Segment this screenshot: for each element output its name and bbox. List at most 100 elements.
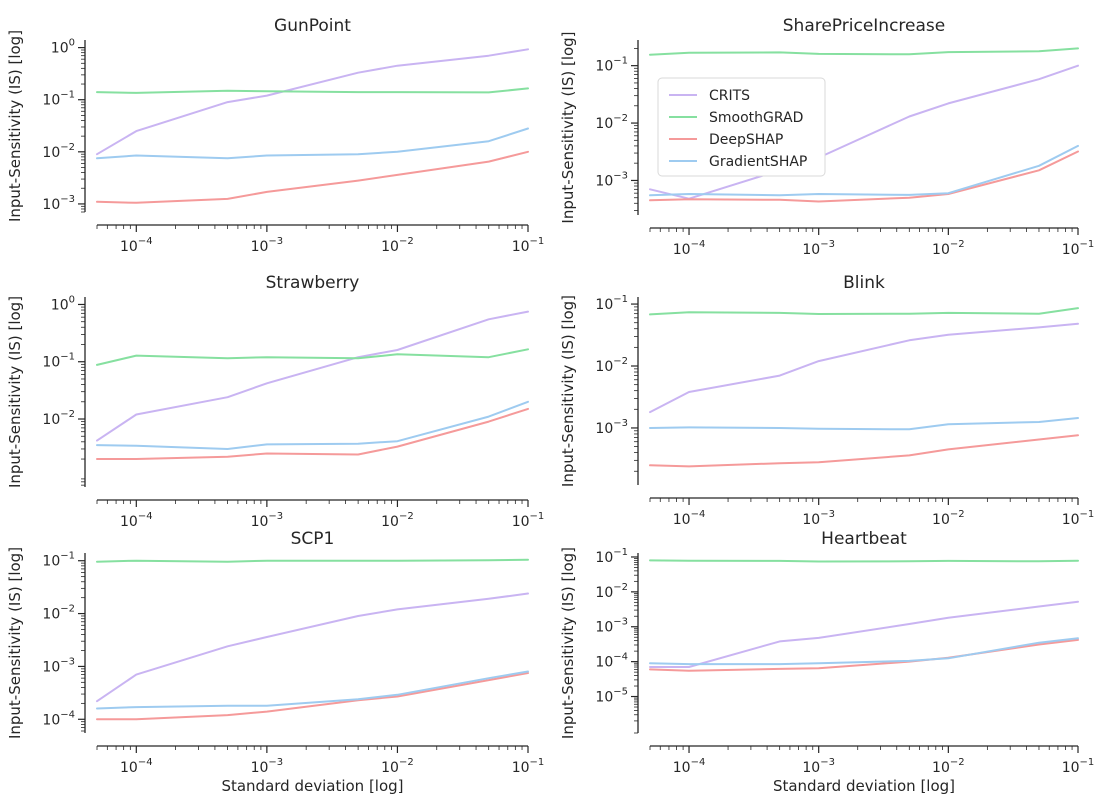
tick-mantissa: 10 — [595, 585, 613, 601]
series-line-crits — [96, 592, 529, 703]
tick-mantissa: 10 — [251, 514, 269, 530]
y-tick-label: 10−5 — [595, 687, 628, 706]
x-tick-label: 10−3 — [802, 757, 835, 776]
series-line-deepshap — [96, 407, 529, 460]
tick-exponent: −3 — [820, 757, 835, 768]
tick-mantissa: 10 — [42, 145, 60, 161]
x-tick-label: 10−1 — [1062, 239, 1095, 258]
x-tick-label: 10−2 — [932, 509, 965, 528]
x-axis-label: Standard deviation [log] — [221, 777, 403, 795]
series-line-gradientshap — [96, 670, 529, 710]
tick-mantissa: 10 — [42, 412, 60, 428]
tick-exponent: −3 — [613, 170, 628, 181]
y-tick-label: 10−3 — [595, 170, 628, 189]
x-tick-label: 10−4 — [673, 509, 706, 528]
tick-mantissa: 10 — [120, 514, 138, 530]
y-tick-label: 10−2 — [42, 409, 75, 428]
tick-exponent: −4 — [138, 511, 153, 522]
tick-mantissa: 10 — [42, 712, 60, 728]
tick-mantissa: 10 — [51, 297, 69, 313]
tick-mantissa: 10 — [512, 514, 530, 530]
series-line-crits — [96, 310, 529, 442]
tick-mantissa: 10 — [42, 355, 60, 371]
y-tick-label: 10−4 — [595, 652, 628, 671]
tick-exponent: −5 — [613, 687, 628, 698]
tick-mantissa: 10 — [251, 239, 269, 255]
series-line-deepshap — [96, 672, 529, 721]
tick-mantissa: 10 — [595, 359, 613, 375]
tick-mantissa: 10 — [595, 297, 613, 313]
tick-mantissa: 10 — [42, 607, 60, 623]
tick-exponent: −4 — [613, 652, 628, 663]
series-line-smoothgrad — [96, 558, 529, 563]
tick-exponent: −4 — [691, 509, 706, 520]
panel-title: SCP1 — [291, 529, 335, 549]
tick-mantissa: 10 — [673, 760, 691, 776]
x-tick-label: 10−1 — [1062, 509, 1095, 528]
tick-exponent: −4 — [138, 757, 153, 768]
tick-exponent: −3 — [820, 509, 835, 520]
x-tick-label: 10−3 — [251, 511, 284, 530]
y-tick-label: 10−2 — [595, 582, 628, 601]
tick-exponent: −2 — [950, 757, 965, 768]
tick-exponent: −2 — [613, 582, 628, 593]
tick-mantissa: 10 — [512, 760, 530, 776]
tick-mantissa: 10 — [802, 242, 820, 258]
tick-exponent: 0 — [69, 38, 75, 49]
legend-label: DeepSHAP — [709, 132, 783, 148]
tick-exponent: −3 — [268, 511, 283, 522]
x-tick-label: 10−4 — [120, 511, 153, 530]
tick-mantissa: 10 — [42, 197, 60, 213]
y-tick-label: 100 — [51, 38, 75, 57]
series-line-smoothgrad — [96, 348, 529, 366]
series-line-deepshap — [649, 150, 1079, 203]
y-axis-label: Input-Sensitivity (IS) [log] — [559, 31, 577, 223]
tick-exponent: −1 — [1080, 239, 1095, 250]
y-tick-label: 100 — [51, 294, 75, 313]
panel-title: Strawberry — [266, 273, 360, 293]
tick-mantissa: 10 — [595, 173, 613, 189]
tick-exponent: −1 — [613, 294, 628, 305]
x-tick-label: 10−4 — [120, 236, 153, 255]
y-tick-label: 10−2 — [595, 113, 628, 132]
series-line-deepshap — [649, 434, 1079, 468]
series-line-smoothgrad — [649, 307, 1079, 316]
tick-mantissa: 10 — [932, 512, 950, 528]
y-axis-label: Input-Sensitivity (IS) [log] — [6, 30, 24, 222]
y-axis-label: Input-Sensitivity (IS) [log] — [6, 547, 24, 739]
tick-exponent: −1 — [60, 352, 75, 363]
series-line-gradientshap — [649, 417, 1079, 431]
tick-exponent: −2 — [950, 509, 965, 520]
tick-mantissa: 10 — [802, 760, 820, 776]
tick-exponent: −3 — [268, 757, 283, 768]
panel-title: GunPoint — [274, 16, 351, 36]
tick-exponent: −4 — [138, 236, 153, 247]
tick-exponent: −3 — [613, 418, 628, 429]
series-line-smoothgrad — [96, 87, 529, 94]
y-tick-label: 10−4 — [42, 709, 75, 728]
tick-exponent: −2 — [950, 239, 965, 250]
tick-exponent: −2 — [399, 757, 414, 768]
tick-exponent: −4 — [60, 709, 75, 720]
tick-exponent: −2 — [60, 604, 75, 615]
series-line-deepshap — [649, 638, 1079, 672]
series-line-gradientshap — [96, 127, 529, 160]
tick-exponent: −2 — [399, 236, 414, 247]
x-tick-label: 10−4 — [673, 239, 706, 258]
x-tick-label: 10−3 — [251, 236, 284, 255]
x-tick-label: 10−2 — [381, 236, 414, 255]
series-line-deepshap — [96, 150, 529, 204]
tick-exponent: −1 — [530, 236, 545, 247]
tick-exponent: −2 — [613, 356, 628, 367]
tick-mantissa: 10 — [595, 421, 613, 437]
tick-exponent: −2 — [613, 113, 628, 124]
y-tick-label: 10−1 — [595, 56, 628, 75]
tick-exponent: −2 — [60, 142, 75, 153]
x-tick-label: 10−2 — [932, 757, 965, 776]
x-tick-label: 10−3 — [802, 509, 835, 528]
tick-exponent: −3 — [820, 239, 835, 250]
